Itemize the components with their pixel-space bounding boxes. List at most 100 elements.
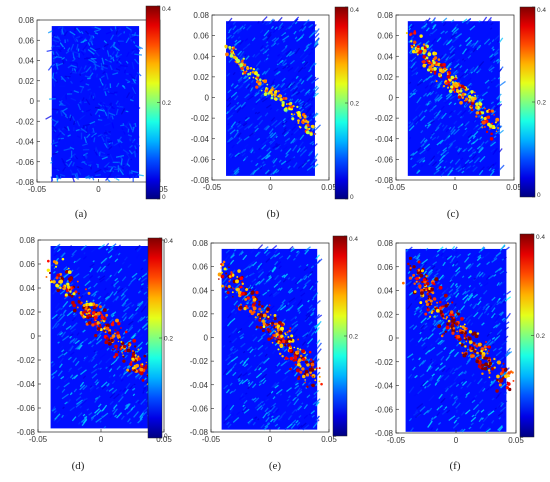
strain-texture — [237, 132, 242, 138]
strain-texture — [306, 307, 314, 314]
strain-texture — [460, 123, 464, 127]
shear-band-point — [409, 264, 412, 267]
strain-texture — [241, 104, 247, 110]
strain-texture — [276, 56, 283, 63]
strain-texture — [64, 129, 69, 136]
strain-texture — [491, 336, 496, 340]
strain-texture — [433, 111, 438, 116]
strain-texture — [69, 115, 73, 122]
strain-texture — [91, 344, 94, 348]
strain-texture — [500, 311, 504, 317]
strain-field — [224, 16, 321, 177]
y-tick-label: -0.04 — [191, 135, 210, 144]
colorbar-tick-label: 0 — [350, 194, 354, 201]
strain-texture — [442, 247, 448, 253]
shear-band-point — [432, 61, 436, 65]
strain-texture — [450, 349, 453, 353]
strain-texture — [419, 322, 426, 329]
strain-texture — [69, 245, 73, 248]
shear-band-point — [420, 50, 423, 53]
shear-band-point — [141, 363, 144, 366]
strain-texture — [440, 53, 447, 60]
strain-texture — [486, 312, 490, 316]
strain-texture — [56, 333, 63, 340]
strain-texture — [436, 135, 440, 140]
strain-texture — [123, 306, 130, 313]
shear-band-point — [245, 288, 249, 292]
strain-texture — [96, 409, 102, 416]
strain-texture — [289, 59, 295, 65]
strain-texture — [237, 377, 241, 381]
strain-texture — [296, 85, 302, 91]
shear-band-point — [487, 345, 490, 349]
strain-texture — [465, 36, 471, 43]
shear-band-point — [217, 272, 222, 277]
panel-label-e: (e) — [268, 460, 282, 472]
shear-band-point — [426, 279, 429, 282]
strain-texture — [86, 124, 91, 131]
strain-texture — [129, 33, 133, 42]
strain-texture — [90, 57, 97, 60]
strain-texture — [230, 121, 237, 128]
strain-texture — [115, 244, 122, 251]
strain-texture — [243, 125, 250, 131]
strain-texture — [265, 154, 271, 160]
strain-texture — [408, 23, 413, 28]
shear-band-point — [141, 378, 145, 382]
strain-texture — [409, 92, 413, 95]
strain-texture — [427, 282, 434, 288]
strain-texture — [438, 274, 444, 281]
strain-texture — [100, 257, 108, 264]
strain-texture — [472, 293, 479, 299]
strain-texture — [113, 69, 120, 72]
strain-texture — [72, 162, 75, 167]
strain-texture — [128, 324, 134, 331]
strain-texture — [489, 305, 493, 309]
strain-texture — [449, 367, 455, 374]
strain-texture — [73, 90, 79, 94]
strain-texture — [138, 277, 142, 281]
strain-texture — [238, 50, 245, 58]
strain-texture — [261, 373, 268, 380]
y-tick-label: 0 — [205, 94, 210, 103]
shear-band-point — [422, 60, 426, 64]
strain-texture — [89, 263, 95, 268]
strain-texture — [412, 88, 417, 93]
strain-texture — [229, 129, 236, 135]
strain-texture — [501, 258, 505, 261]
strain-texture — [113, 404, 118, 410]
strain-texture — [505, 351, 513, 357]
strain-texture — [72, 141, 74, 145]
strain-texture — [305, 89, 311, 95]
shear-band-point — [296, 105, 299, 109]
strain-texture — [245, 83, 251, 89]
strain-texture — [59, 293, 65, 300]
strain-texture — [80, 49, 85, 53]
strain-texture — [131, 312, 138, 319]
strain-texture — [54, 302, 60, 309]
strain-texture — [459, 305, 466, 312]
strain-texture — [247, 381, 251, 385]
y-tick-label: -0.02 — [375, 114, 394, 123]
strain-texture — [489, 383, 496, 389]
panel-label-a: (a) — [74, 208, 88, 220]
strain-texture — [435, 268, 439, 272]
strain-texture — [249, 147, 254, 153]
shear-band-point — [296, 347, 299, 350]
strain-texture — [128, 170, 131, 175]
shear-band-point — [456, 330, 458, 333]
shear-band-point — [431, 291, 435, 295]
strain-texture — [498, 346, 503, 351]
strain-texture — [299, 24, 304, 31]
strain-texture — [260, 96, 265, 101]
strain-texture — [296, 278, 303, 285]
strain-texture — [468, 134, 474, 140]
strain-texture — [107, 111, 110, 119]
shear-band-point — [314, 368, 317, 371]
strain-texture — [420, 137, 426, 144]
strain-texture — [480, 409, 485, 413]
strain-texture — [271, 143, 278, 149]
strain-texture — [310, 410, 316, 415]
strain-texture — [486, 16, 492, 24]
strain-texture — [408, 55, 414, 62]
